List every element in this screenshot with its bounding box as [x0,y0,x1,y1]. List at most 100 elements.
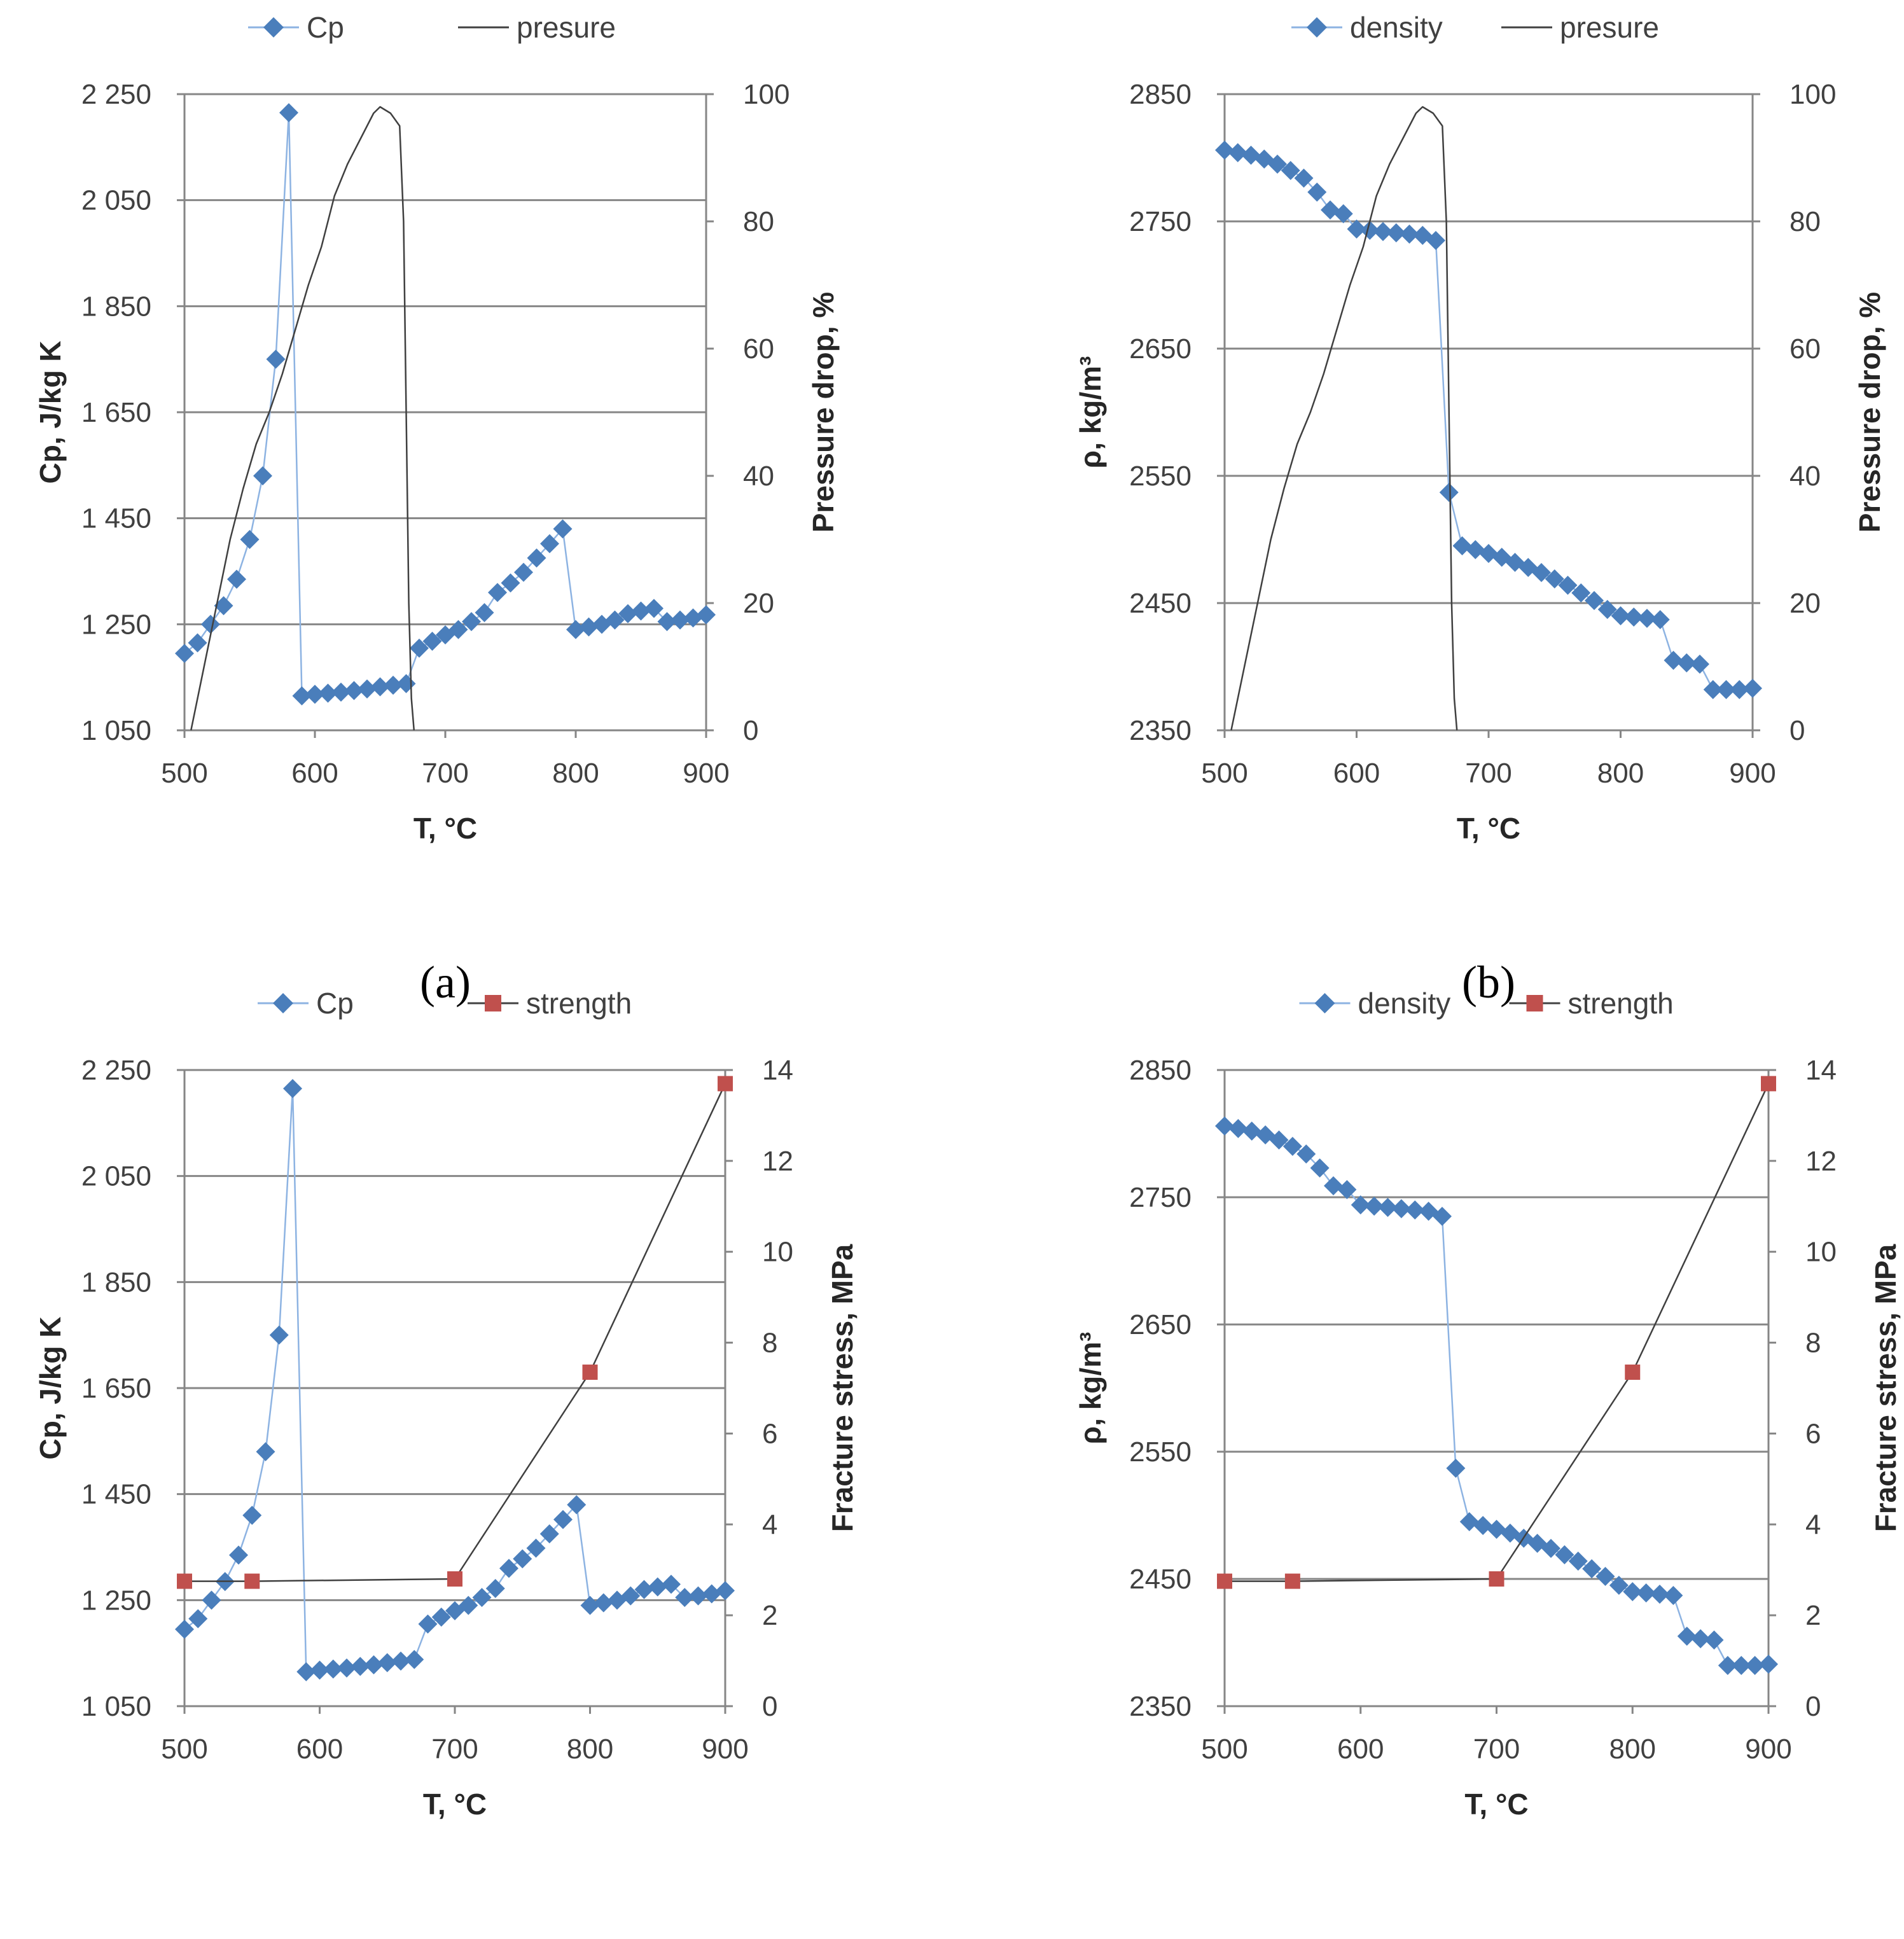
y2-axis-title: Fracture stress, MPa [826,1244,859,1532]
legend-marker [1307,17,1327,38]
strength-point [1489,1571,1504,1587]
presure-line [1230,106,1458,731]
legend-label: strength [526,987,632,1020]
Cp-point [657,612,677,632]
Cp-point [566,620,585,639]
y2-tick-label: 8 [762,1328,777,1359]
density-point [1446,1459,1466,1478]
density-point [1532,563,1551,582]
y-tick-label: 2 250 [81,79,151,110]
y2-tick-label: 10 [1805,1237,1837,1268]
density-point [1487,1520,1506,1539]
density-point [1215,141,1234,160]
density-point [1215,1116,1234,1136]
legend-marker [485,995,501,1011]
y-tick-label: 2450 [1129,588,1192,619]
Cp-point [540,534,559,553]
density-point [1391,1199,1411,1218]
density-point [1582,1559,1602,1578]
Cp-point [431,1608,451,1627]
Cp-point [448,620,468,639]
density-point [1296,1144,1316,1164]
density-point [1268,155,1287,174]
y2-tick-label: 4 [762,1509,777,1540]
density-point [1386,223,1406,242]
Cp-point [662,1574,681,1594]
panel-label: (d) [1470,1933,1524,1939]
density-point [1373,222,1393,241]
Cp-point [331,683,351,702]
x-tick-label: 800 [552,758,599,789]
Cp-point [242,1506,262,1525]
x-tick-label: 900 [702,1734,748,1765]
Cp-point [567,1495,587,1515]
legend-label: density [1358,987,1451,1020]
density-point [1228,1119,1248,1138]
Cp-point [462,612,481,632]
density-line [1224,149,1753,691]
y2-tick-label: 0 [1789,715,1805,746]
legend-label: presure [517,11,616,44]
x-axis-title: T, °C [1464,1788,1528,1821]
density-point [1426,231,1445,250]
density-point [1743,679,1762,698]
density-point [1677,653,1697,672]
strength-point [718,1076,733,1092]
density-point [1690,655,1709,674]
density-point [1269,1130,1289,1150]
density-point [1759,1655,1778,1674]
panel-label: (b) [1462,957,1515,1008]
y2-tick-label: 4 [1805,1509,1821,1540]
y-tick-label: 1 850 [81,291,151,322]
series-presure [190,106,415,731]
density-point [1351,1195,1370,1214]
y-tick-label: 1 450 [81,503,151,534]
strength-line [184,1083,726,1582]
y2-tick-label: 80 [743,206,774,237]
y2-tick-label: 6 [762,1418,777,1449]
y2-tick-label: 0 [743,715,758,746]
Cp-point [648,1577,667,1597]
Cp-point [618,604,637,623]
Cp-point [344,681,364,700]
density-point [1294,169,1314,188]
Cp-point [188,633,207,653]
y-axis-title: Cp, J/kg K [34,1317,67,1460]
Cp-point [422,632,442,651]
density-point [1405,1200,1425,1220]
y2-axis-title: Pressure drop, % [1853,292,1886,532]
x-tick-label: 900 [683,758,729,789]
x-tick-label: 900 [1729,758,1775,789]
Cp-point [513,1549,532,1569]
y2-tick-label: 14 [762,1055,793,1086]
Cp-point [201,615,220,634]
density-point [1718,1656,1737,1675]
legend: Cp strength [258,987,632,1020]
legend-label: density [1350,11,1443,44]
Cp-point [631,601,651,621]
Cp-point [688,1586,708,1606]
density-point [1568,1552,1588,1571]
x-tick-label: 600 [296,1734,343,1765]
density-point [1691,1629,1711,1648]
density-point [1347,219,1366,239]
legend-marker [1314,993,1335,1013]
y2-tick-label: 8 [1805,1328,1821,1359]
y-tick-label: 2 050 [81,1161,151,1192]
Cp-point [370,677,390,697]
Cp-point [396,674,416,693]
x-tick-label: 600 [1337,1734,1384,1765]
Cp-point [253,466,272,485]
legend-label: Cp [316,987,354,1020]
series-presure [1230,106,1458,731]
y2-tick-label: 0 [1805,1691,1821,1722]
Cp-point [188,1609,208,1629]
panel-label: (c) [429,1933,480,1939]
Cp-point [410,638,429,658]
x-tick-label: 600 [1333,758,1380,789]
Cp-point [305,685,324,704]
y2-tick-label: 60 [1789,333,1821,365]
y2-tick-label: 80 [1789,206,1821,237]
Cp-point [310,1660,330,1680]
Cp-point [391,1651,410,1671]
